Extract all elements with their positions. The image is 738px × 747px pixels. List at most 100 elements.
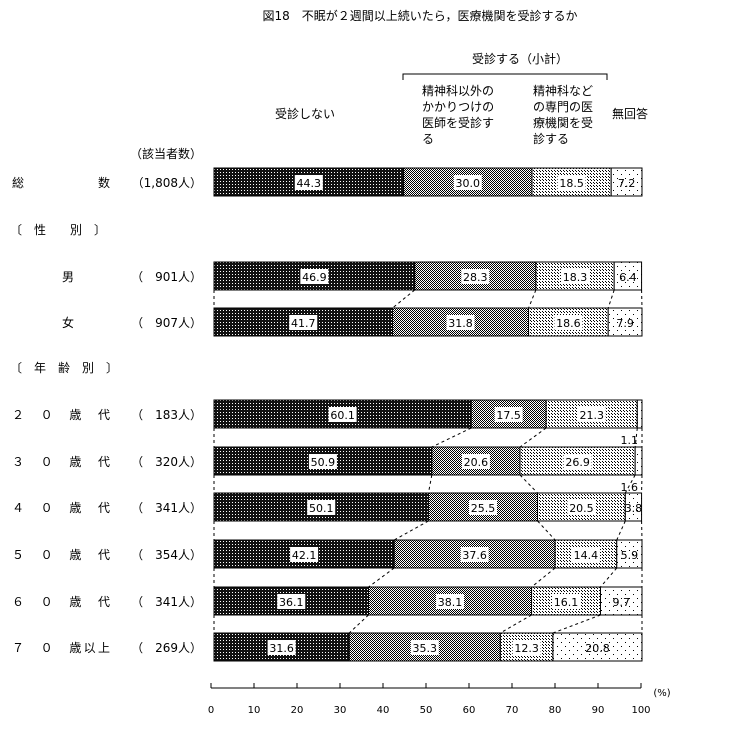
row-count: （ 320人） — [131, 455, 202, 469]
value-label: 20.6 — [464, 456, 489, 469]
value-label-bg — [460, 547, 489, 562]
row-count: （ 269人） — [131, 641, 202, 655]
row-label: 女 — [62, 315, 74, 330]
value-label-bg — [554, 315, 583, 330]
value-label-bg — [577, 407, 606, 422]
connector-line — [431, 427, 472, 448]
connector-line — [616, 520, 626, 541]
x-tick-label: 50 — [420, 705, 433, 716]
bar-segment — [403, 167, 533, 197]
bar-segment — [613, 261, 643, 291]
bar-segment — [607, 307, 643, 337]
value-label-bg — [468, 500, 497, 515]
value-label: 25.5 — [471, 502, 496, 515]
value-label: 50.9 — [311, 456, 336, 469]
x-tick-label: 60 — [463, 705, 476, 716]
value-label-bg — [308, 454, 337, 469]
connector-line — [552, 614, 601, 634]
x-tick-label: 0 — [208, 705, 214, 716]
value-label: 21.3 — [579, 409, 604, 422]
connector-line — [519, 474, 538, 494]
row-label: ２ ０ 歳 代 — [12, 408, 110, 422]
legend-label: かかりつけの — [422, 100, 494, 114]
legend-label: 精神科など — [533, 84, 593, 98]
section-label: 〔 性 別 〕 — [10, 223, 106, 237]
value-label-bg — [446, 315, 475, 330]
legend-label: る — [422, 132, 434, 146]
value-label: 36.1 — [279, 596, 304, 609]
value-label-bg — [494, 407, 523, 422]
value-label-bg — [307, 500, 336, 515]
connector-line — [531, 567, 556, 588]
connector-line — [393, 520, 429, 541]
legend-label: 診する — [533, 131, 569, 146]
value-label-bg — [563, 454, 592, 469]
value-label-bg — [267, 640, 296, 655]
row-count: （1,808人） — [132, 176, 202, 190]
value-label: 6.4 — [619, 271, 637, 284]
row-count: （ 907人） — [131, 316, 202, 330]
value-label-bg — [328, 407, 357, 422]
x-tick-label: 20 — [291, 705, 304, 716]
connector-line — [427, 474, 433, 494]
x-tick-label: 80 — [549, 705, 562, 716]
connector-line — [528, 289, 537, 309]
legend-label: の専門の医 — [533, 100, 593, 114]
bar-segment — [552, 632, 643, 662]
legend-label: 医師を受診す — [422, 115, 494, 130]
value-label-bg — [557, 175, 586, 190]
value-label: 35.3 — [413, 642, 438, 655]
value-label: 16.1 — [554, 596, 579, 609]
value-label: 38.1 — [438, 596, 463, 609]
chart-title: 図18 不眠が２週間以上続いたら，医療機関を受診するか — [263, 8, 578, 23]
value-label: 1.1 — [621, 434, 639, 447]
value-label: 60.1 — [330, 409, 355, 422]
x-tick-label: 90 — [592, 705, 605, 716]
value-label: 20.8 — [585, 642, 610, 655]
value-label: 9.7 — [612, 596, 630, 609]
value-label: 17.5 — [496, 409, 521, 422]
row-count: （ 341人） — [131, 501, 202, 515]
value-label: 7.2 — [618, 177, 636, 190]
value-label: 28.3 — [463, 271, 488, 284]
connector-line — [519, 427, 547, 448]
row-count: （ 341人） — [131, 595, 202, 609]
connector-line — [368, 567, 395, 588]
connector-line — [500, 614, 532, 634]
row-label: ５ ０ 歳 代 — [12, 548, 110, 562]
value-label: 14.4 — [574, 549, 599, 562]
value-label-bg — [571, 547, 600, 562]
row-count: （ 354人） — [131, 548, 202, 562]
bar-segment — [634, 446, 643, 476]
value-label: 44.3 — [297, 177, 322, 190]
value-label: 30.0 — [456, 177, 481, 190]
x-tick-label: 40 — [377, 705, 390, 716]
value-label-bg — [289, 315, 318, 330]
value-label: 37.6 — [462, 549, 487, 562]
row-label: 男 — [62, 270, 74, 284]
value-label: 3.8 — [625, 502, 643, 515]
value-label: 46.9 — [302, 271, 327, 284]
bar-segment — [610, 167, 643, 197]
x-tick-label: 70 — [506, 705, 519, 716]
value-label: 50.1 — [309, 502, 334, 515]
connector-line — [392, 289, 416, 309]
value-label: 18.3 — [563, 271, 588, 284]
value-label-bg — [512, 640, 541, 655]
value-label-bg — [300, 269, 329, 284]
value-label: 5.9 — [621, 549, 639, 562]
row-label: ７ ０ 歳以上 — [12, 641, 110, 655]
connector-line — [537, 520, 556, 541]
value-label: 12.3 — [514, 642, 539, 655]
value-label-bg — [410, 640, 439, 655]
value-label: 42.1 — [292, 549, 317, 562]
value-label-bg — [552, 594, 581, 609]
row-label: ３ ０ 歳 代 — [12, 455, 110, 469]
value-label-bg — [294, 175, 323, 190]
bar-segment — [431, 446, 521, 476]
bar-segment — [624, 492, 643, 522]
group-bracket — [402, 73, 608, 80]
group-header: 受診する（小計） — [472, 51, 568, 66]
value-label: 7.9 — [616, 317, 634, 330]
value-label: 1.6 — [621, 481, 639, 494]
